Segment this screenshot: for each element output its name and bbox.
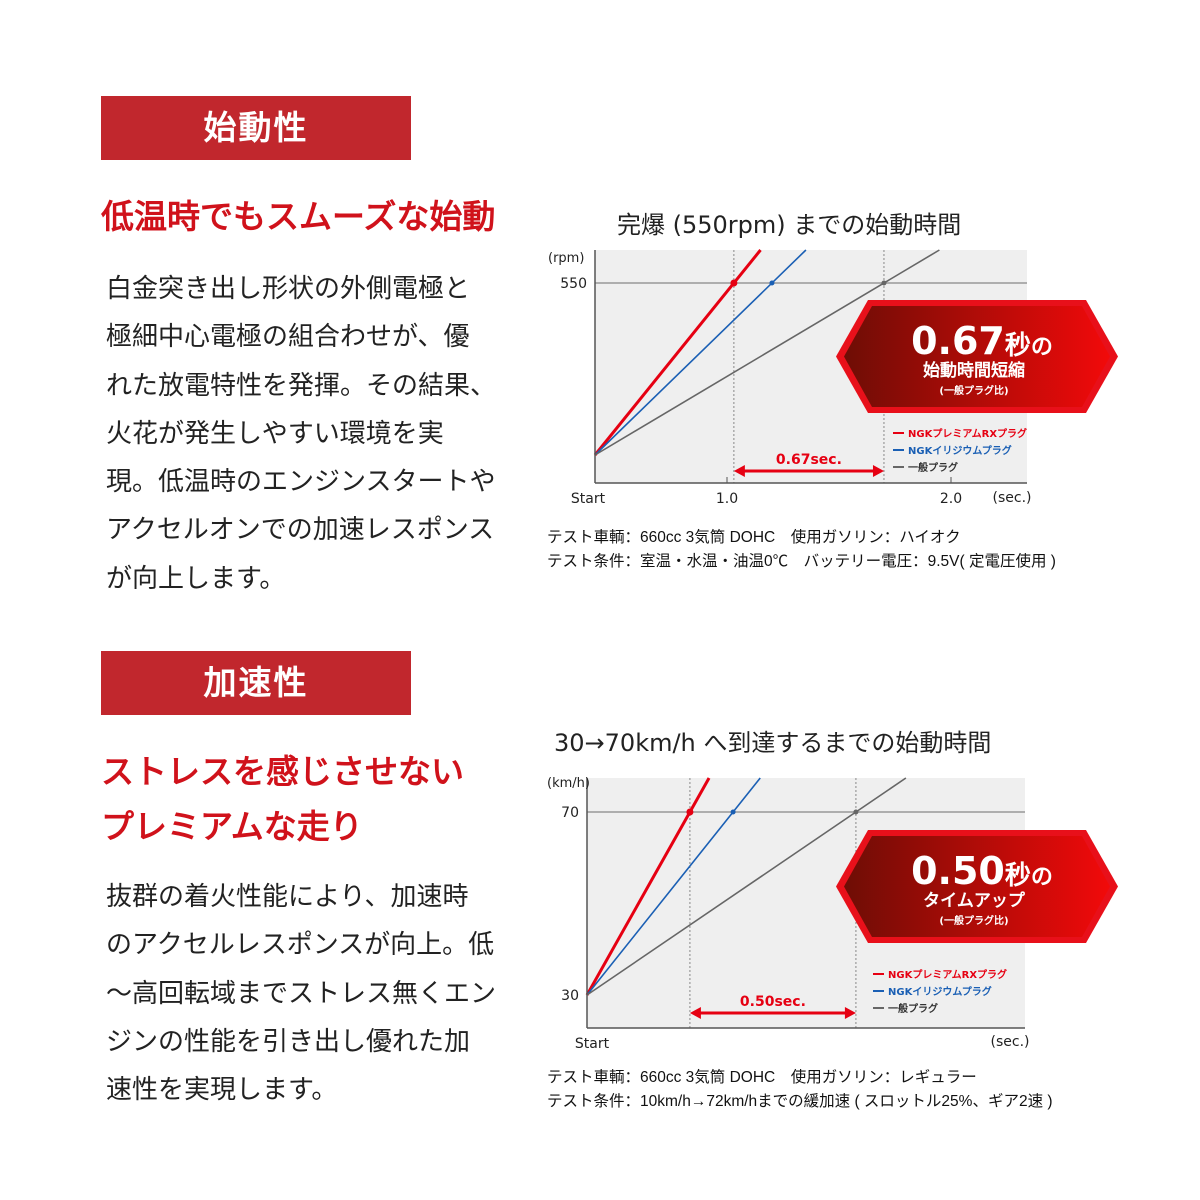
chart-title: 30→70km/h へ到達するまでの始動時間 — [554, 729, 992, 757]
badge-line2: タイムアップ — [923, 890, 1026, 911]
note-line: テスト条件：10km/h→72km/hまでの緩加速 ( スロットル25%、ギア2… — [547, 1093, 1053, 1110]
difference-label: 0.67sec. — [776, 452, 842, 468]
y-axis-label: (rpm) — [548, 251, 584, 266]
body-line: 火花が発生しやすい環境を実 — [106, 418, 444, 449]
section-header-startability: 始動性 — [101, 96, 411, 160]
y-tick-label: 70 — [561, 805, 579, 821]
body-line: が向上します。 — [106, 563, 286, 594]
legend-label: NGKイリジウムプラグ — [908, 444, 1012, 457]
note-line: テスト車輌：660cc 3気筒 DOHC 使用ガソリン：レギュラー — [547, 1069, 977, 1086]
body-line: 極細中心電極の組合わせが、優 — [106, 322, 470, 353]
badge-number: 0.50 — [911, 849, 1005, 893]
section-body: 抜群の着火性能により、加速時 のアクセルレスポンスが向上。低 ～高回転域までスト… — [106, 873, 526, 1114]
arrow-head-right — [844, 1007, 856, 1019]
difference-label: 0.50sec. — [740, 994, 806, 1010]
legend-label: NGKプレミアムRXプラグ — [888, 968, 1007, 981]
legend-label: NGKプレミアムRXプラグ — [908, 427, 1027, 440]
series-line — [586, 777, 761, 996]
badge — [844, 306, 1110, 407]
section-body: 白金突き出し形状の外側電極と 極細中心電極の組合わせが、優 れた放電特性を発揮。… — [106, 265, 526, 603]
y-axis-label: (km/h) — [547, 776, 590, 791]
series-target-point — [730, 809, 736, 815]
body-line: のアクセルレスポンスが向上。低 — [106, 930, 495, 961]
body-line: れた放電特性を発揮。その結果、 — [106, 370, 497, 401]
arrow-head-right — [872, 465, 884, 477]
body-line: ～高回転域までストレス無くエン — [106, 978, 497, 1009]
section-subtitle: 低温時でもスムーズな始動 — [101, 197, 496, 236]
arrow-head-left — [733, 465, 745, 477]
y-tick-label: 550 — [560, 276, 587, 292]
badge-line3: (一般プラグ比) — [939, 384, 1008, 397]
section-subtitle: ストレスを感じさせない — [101, 752, 464, 791]
series-target-point — [769, 280, 775, 286]
badge-suffix: の — [1031, 335, 1053, 360]
badge-headline: 0.50秒の — [911, 849, 1053, 893]
body-line: 現。低温時のエンジンスタートや — [106, 467, 496, 498]
body-line: 抜群の着火性能により、加速時 — [106, 882, 469, 912]
body-line: 白金突き出し形状の外側電極と — [106, 274, 471, 304]
note-line: テスト車輌：660cc 3気筒 DOHC 使用ガソリン：ハイオク — [547, 529, 961, 546]
section-subtitle: プレミアムな走り — [101, 807, 363, 846]
series-target-point — [881, 280, 887, 286]
badge-headline: 0.67秒の — [911, 319, 1053, 363]
badge — [844, 836, 1110, 937]
y-tick-label: 30 — [561, 988, 579, 1004]
badge-unit: 秒 — [1005, 861, 1031, 891]
x-tick-label: Start — [575, 1036, 610, 1052]
series-target-point — [686, 808, 694, 816]
x-tick-label: 1.0 — [716, 491, 738, 507]
arrow-head-left — [689, 1007, 701, 1019]
section-header-acceleration: 加速性 — [101, 651, 411, 715]
body-line: 速性を実現します。 — [106, 1075, 338, 1106]
test-notes: テスト車輌：660cc 3気筒 DOHC 使用ガソリン：ハイオク テスト条件：室… — [547, 526, 1056, 574]
x-axis-label: (sec.) — [991, 1034, 1030, 1050]
badge-unit: 秒 — [1005, 331, 1031, 361]
test-notes: テスト車輌：660cc 3気筒 DOHC 使用ガソリン：レギュラー テスト条件：… — [547, 1066, 1053, 1114]
body-line: アクセルオンでの加速レスポンス — [106, 515, 495, 546]
x-tick-label: 2.0 — [940, 491, 962, 507]
badge-suffix: の — [1031, 865, 1053, 890]
legend-label: 一般プラグ — [908, 461, 958, 474]
chart-title: 完爆 (550rpm) までの始動時間 — [617, 211, 962, 239]
badge-number: 0.67 — [911, 319, 1005, 363]
x-tick-label: Start — [571, 491, 606, 507]
x-axis-label: (sec.) — [993, 490, 1032, 506]
series-line — [586, 777, 907, 996]
note-line: テスト条件：室温・水温・油温0℃ バッテリー電圧：9.5V( 定電圧使用 ) — [547, 553, 1056, 570]
legend-label: NGKイリジウムプラグ — [888, 985, 992, 998]
body-line: ジンの性能を引き出し優れた加 — [106, 1026, 471, 1057]
badge-line2: 始動時間短縮 — [923, 360, 1025, 381]
series-target-point — [853, 809, 859, 815]
series-target-point — [730, 279, 738, 287]
legend-label: 一般プラグ — [888, 1002, 938, 1015]
badge-line3: (一般プラグ比) — [939, 914, 1008, 927]
